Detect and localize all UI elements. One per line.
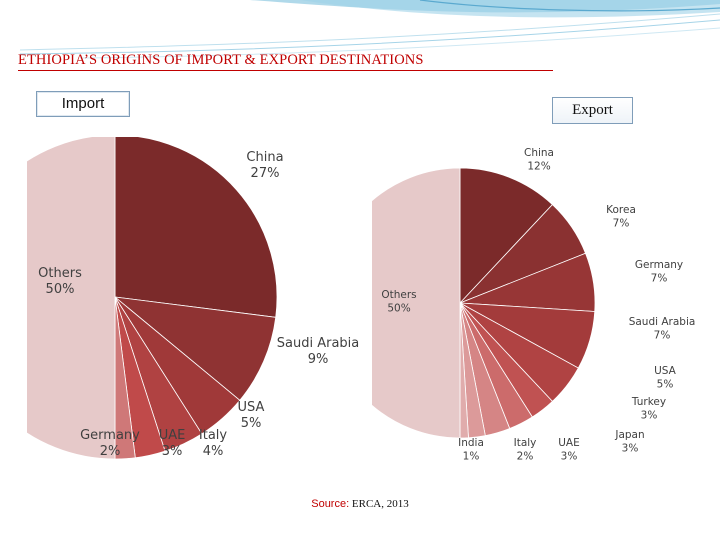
export-label-usa: USA xyxy=(654,365,677,377)
title-underline xyxy=(18,70,553,71)
import-value-usa: 5% xyxy=(241,416,262,431)
import-value-germany: 2% xyxy=(100,444,121,459)
export-label-saudi-arabia: Saudi Arabia xyxy=(629,316,696,328)
import-value-italy: 4% xyxy=(203,444,224,459)
export-value-others: 50% xyxy=(387,303,410,315)
import-value-uae: 3% xyxy=(162,444,183,459)
source-label: Source: xyxy=(311,498,350,510)
export-label-germany: Germany xyxy=(635,259,683,271)
import-label-china: China xyxy=(246,150,283,165)
slide-title: ETHIOPIA’S ORIGINS OF IMPORT & EXPORT DE… xyxy=(18,52,424,68)
export-label-japan: Japan xyxy=(614,429,644,441)
export-value-china: 12% xyxy=(527,161,550,173)
import-label-others: Others xyxy=(38,266,82,281)
source-note: Source: ERCA, 2013 xyxy=(0,497,720,510)
export-label-box: Export xyxy=(552,97,633,124)
import-label-saudi-arabia: Saudi Arabia xyxy=(277,336,360,351)
export-value-uae: 3% xyxy=(561,451,578,463)
export-label-others: Others xyxy=(381,289,416,301)
export-value-turkey: 3% xyxy=(641,410,658,422)
import-label-uae: UAE xyxy=(159,428,186,443)
export-slice-others xyxy=(372,167,461,439)
export-label-india: India xyxy=(458,437,484,449)
import-slice-china xyxy=(114,137,278,318)
export-value-saudi-arabia: 7% xyxy=(654,330,671,342)
import-value-saudi-arabia: 9% xyxy=(308,352,329,367)
export-label-uae: UAE xyxy=(558,437,580,449)
import-label-box: Import xyxy=(36,91,130,117)
import-label-usa: USA xyxy=(238,400,265,415)
import-value-china: 27% xyxy=(251,166,280,181)
source-text: ERCA, 2013 xyxy=(349,498,409,510)
export-value-korea: 7% xyxy=(613,218,630,230)
decorative-wave-header xyxy=(19,0,720,59)
export-label-korea: Korea xyxy=(606,204,636,216)
export-value-usa: 5% xyxy=(657,379,674,391)
import-label-italy: Italy xyxy=(199,428,228,443)
import-slice-others xyxy=(27,137,116,460)
export-pie-chart: China 12% Korea 7% Germany 7% Saudi Arabia 7% US… xyxy=(372,147,696,463)
export-label-italy: Italy xyxy=(514,437,537,449)
export-value-italy: 2% xyxy=(517,451,534,463)
import-label-germany: Germany xyxy=(80,428,140,443)
export-value-india: 1% xyxy=(463,451,480,463)
import-slice-saudi-arabia xyxy=(113,296,277,401)
export-value-germany: 7% xyxy=(651,273,668,285)
export-label-china: China xyxy=(524,147,554,159)
export-slice-china xyxy=(459,167,553,305)
export-label-turkey: Turkey xyxy=(631,396,666,408)
export-value-japan: 3% xyxy=(622,443,639,455)
import-value-others: 50% xyxy=(46,282,75,297)
